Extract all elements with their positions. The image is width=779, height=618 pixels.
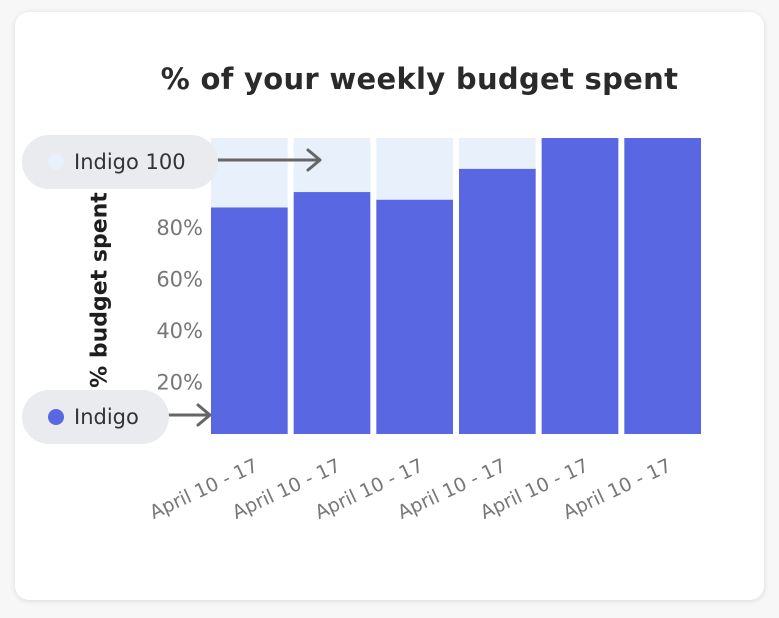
y-tick-label: 20% (156, 371, 203, 395)
legend-indigo: Indigo (22, 390, 169, 444)
y-tick-label: 40% (156, 319, 203, 343)
bar-indigo (211, 207, 288, 434)
bar-indigo (459, 168, 536, 434)
bar-indigo (541, 138, 619, 434)
legend-indigo-100: Indigo 100 (22, 135, 218, 189)
bar-indigo (293, 192, 371, 434)
legend-label-indigo: Indigo (74, 405, 139, 429)
bar-indigo (376, 199, 453, 434)
chart-title: % of your weekly budget spent (160, 62, 679, 96)
y-tick-label: 80% (156, 216, 203, 240)
legend-label-indigo-100: Indigo 100 (74, 150, 186, 174)
arrow-indigo (167, 403, 212, 427)
y-tick-label: 60% (156, 268, 203, 292)
arrow-indigo-100 (216, 148, 322, 172)
bar-indigo (624, 138, 701, 434)
legend-swatch-indigo (48, 409, 64, 425)
legend-swatch-indigo-100 (48, 154, 64, 170)
y-axis-label: % budget spent (87, 192, 113, 388)
